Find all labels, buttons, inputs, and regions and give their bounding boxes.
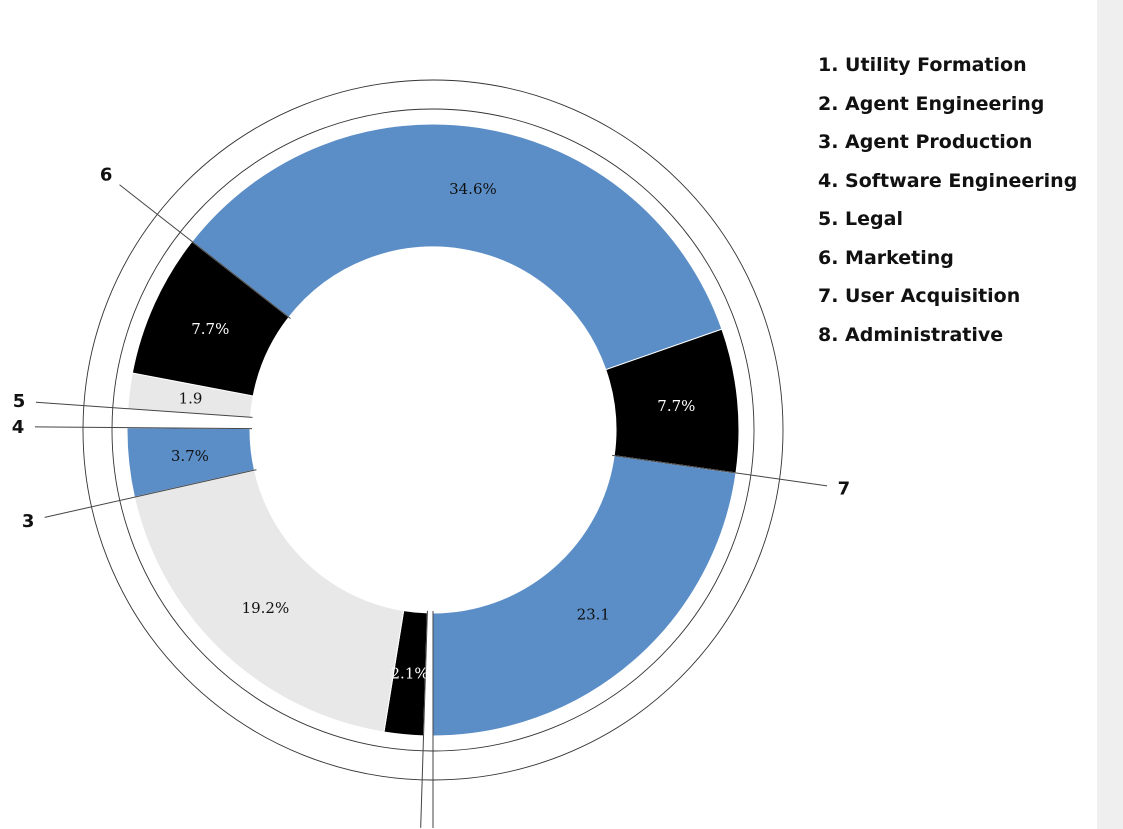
slice-value-label-3: 19.2%: [242, 599, 290, 617]
donut-slice-3: [133, 469, 405, 733]
chart-legend: 1. Utility Formation 2. Agent Engineerin…: [818, 52, 1077, 360]
slice-value-label-8: 34.6%: [449, 180, 497, 198]
donut-slice-8: [191, 123, 723, 371]
donut-chart: 12.1%219.2%33.7%41.957.7%634.6%7.7%723.1…: [12, 79, 851, 828]
slice-value-label-4: 3.7%: [171, 447, 209, 465]
slice-value-label-6: 1.9: [179, 390, 203, 408]
slice-number-5: 5: [13, 391, 26, 412]
leader-lines: [35, 184, 828, 828]
leader-line-7: [612, 454, 828, 487]
slice-number-3: 3: [22, 511, 35, 532]
leader-line-2: [420, 610, 428, 828]
right-scrollbar-strip: [1097, 0, 1123, 829]
slice-number-7: 7: [838, 478, 851, 499]
legend-item-6: 6. Marketing: [818, 246, 954, 269]
legend-item-5: 5. Legal: [818, 208, 903, 230]
slice-labels: 12.1%219.2%33.7%41.957.7%634.6%7.7%723.1…: [12, 164, 851, 682]
legend-item-4: 4. Software Engineering: [818, 169, 1078, 192]
legend-item-8: 8. Administrative: [818, 323, 1004, 346]
donut-slices: [126, 123, 740, 737]
slice-number-6: 6: [100, 164, 113, 185]
slice-value-label-2: 2.1%: [391, 664, 429, 682]
leader-line-3: [44, 469, 257, 518]
slice-value-label-10: 23.1: [577, 606, 610, 624]
legend-item-7: 7. User Acquisition: [818, 285, 1021, 307]
slice-value-label-9: 7.7%: [657, 397, 695, 415]
leader-line-4: [35, 426, 253, 430]
legend-item-3: 3. Agent Production: [818, 131, 1033, 153]
slice-number-4: 4: [12, 417, 25, 438]
slice-value-label-7: 7.7%: [191, 320, 229, 338]
leader-line-5: [35, 401, 253, 418]
legend-item-1: 1. Utility Formation: [818, 54, 1027, 76]
legend-item-2: 2. Agent Engineering: [818, 92, 1045, 115]
leader-line-6: [119, 184, 291, 319]
donut-slice-10: [432, 455, 737, 737]
